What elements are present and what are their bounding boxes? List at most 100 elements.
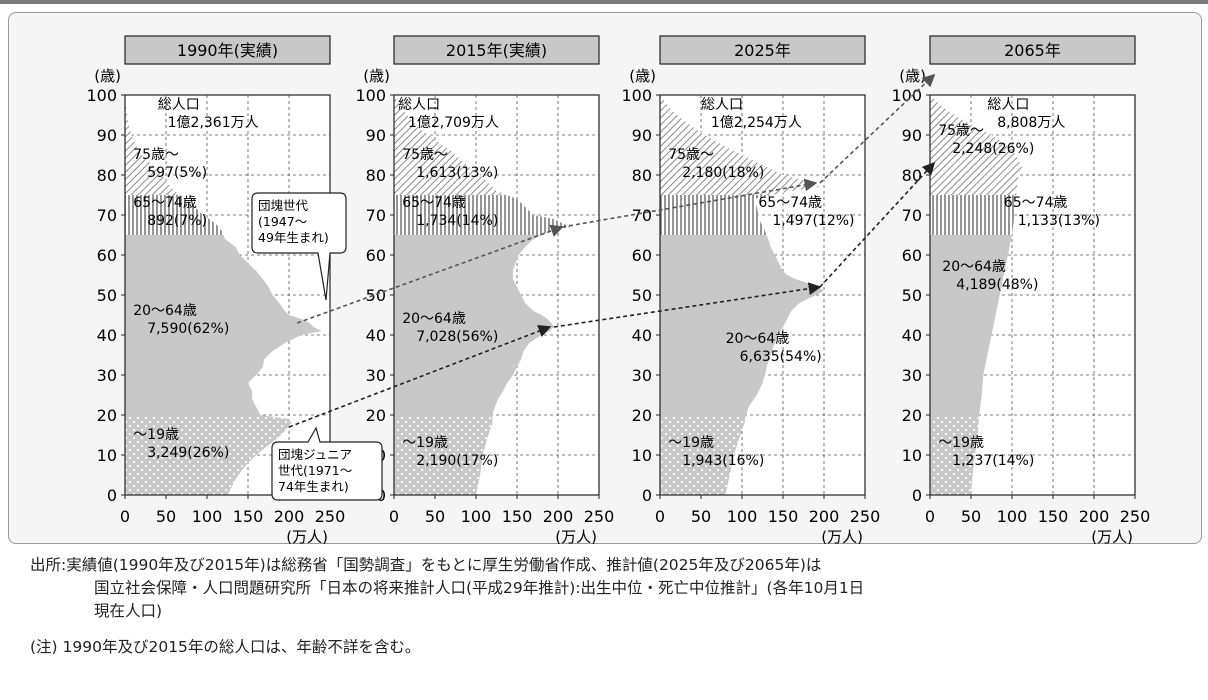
x-tick-label: 0	[925, 507, 935, 526]
chart-title-box	[659, 35, 866, 65]
age-group-name: 75歳〜	[938, 123, 984, 139]
age-group-name: 〜19歳	[938, 435, 984, 451]
age-group-value: 2,190(17%)	[416, 453, 498, 469]
chart-panel-4: 2065年 0 10 20 30 40 50 60 70 80 90 100 0 50 100 150 200 2…	[891, 35, 1151, 545]
y-tick-label: 50	[632, 286, 652, 305]
age-band-area	[660, 235, 824, 415]
y-tick-label: 40	[902, 326, 922, 345]
y-tick-label: 90	[902, 126, 922, 145]
age-group-value: 4,189(48%)	[956, 277, 1038, 293]
x-tick-label: 100	[461, 507, 492, 526]
y-tick-label: 40	[366, 326, 386, 345]
source-note: 出所:実績値(1990年及び2015年)は総務省「国勢調査」をもとに厚生労働省作…	[30, 554, 1190, 623]
age-band-area	[660, 95, 820, 195]
y-tick-label: 90	[632, 126, 652, 145]
x-tick-label: 0	[655, 507, 665, 526]
age-group-value: 1,497(12%)	[772, 213, 854, 229]
y-tick-label: 50	[366, 286, 386, 305]
age-group-name: 65〜74歳	[402, 195, 466, 211]
age-group-name: 20〜64歳	[402, 311, 466, 327]
y-tick-label: 80	[632, 166, 652, 185]
chart-panel-2: 2015年(実績)0102030405060708090100050100150…	[355, 35, 614, 545]
callout-line: (1947〜	[258, 214, 307, 229]
total-population-label: 総人口	[701, 97, 743, 113]
y-tick-label: 30	[632, 366, 652, 385]
age-group-value: 3,249(26%)	[147, 445, 229, 461]
chart-title: 2025年	[734, 41, 791, 60]
age-group-value: 1,943(16%)	[682, 453, 764, 469]
age-group-value: 1,734(14%)	[416, 213, 498, 229]
x-tick-label: 150	[768, 507, 799, 526]
y-tick-label: 100	[621, 86, 652, 105]
age-group-value: 2,248(26%)	[952, 141, 1034, 157]
dankai-arrow	[561, 178, 818, 228]
x-tick-label: 150	[1038, 507, 1069, 526]
age-band-area	[394, 415, 493, 495]
age-group-name: 65〜74歳	[758, 195, 822, 211]
y-tick-label: 80	[97, 166, 117, 185]
age-group-name: 75歳〜	[402, 147, 448, 163]
x-tick-label: 200	[809, 507, 840, 526]
dankai-arrow	[819, 73, 936, 184]
y-tick-label: 40	[632, 326, 652, 345]
x-axis-label: (万人)	[555, 528, 597, 545]
age-band-area	[125, 95, 181, 195]
x-axis-label: (万人)	[821, 528, 863, 545]
x-tick-label: 0	[389, 507, 399, 526]
x-tick-label: 250	[1120, 507, 1151, 526]
x-tick-label: 100	[997, 507, 1028, 526]
source-text: 出所:実績値(1990年及び2015年)は総務省「国勢調査」をもとに厚生労働省作…	[30, 554, 1190, 623]
chart-title: 2065年	[1004, 41, 1061, 60]
chart-title-box	[929, 35, 1136, 65]
total-population-label: 総人口	[158, 97, 200, 113]
footnote-text: (注) 1990年及び2015年の総人口は、年齢不詳を含む。	[30, 638, 421, 656]
age-band-area	[930, 235, 1012, 415]
x-tick-label: 150	[233, 507, 264, 526]
y-tick-label: 20	[632, 406, 652, 425]
age-group-name: 20〜64歳	[942, 259, 1006, 275]
age-group-name: 〜19歳	[133, 427, 179, 443]
x-tick-label: 250	[315, 507, 346, 526]
age-group-name: 75歳〜	[133, 147, 179, 163]
total-population-label: 総人口	[398, 97, 440, 113]
x-axis-label: (万人)	[1091, 528, 1133, 545]
x-axis-label: (万人)	[286, 528, 328, 545]
x-tick-label: 100	[192, 507, 223, 526]
y-tick-label: 90	[366, 126, 386, 145]
y-tick-label: 30	[902, 366, 922, 385]
callout-line: 74年生まれ)	[278, 479, 349, 494]
y-tick-label: 50	[902, 286, 922, 305]
y-tick-label: 90	[97, 126, 117, 145]
callout-line: 団塊世代	[258, 198, 309, 213]
source-line-2: 国立社会保障・人口問題研究所「日本の将来推計人口(平成29年推計):出生中位・死…	[94, 579, 865, 597]
y-tick-label: 10	[902, 446, 922, 465]
x-tick-label: 250	[850, 507, 881, 526]
dankai-jr-arrow	[819, 161, 936, 288]
y-tick-label: 60	[632, 246, 652, 265]
age-group-value: 7,590(62%)	[147, 321, 229, 337]
y-tick-label: 0	[912, 486, 922, 505]
y-axis-label: (歳)	[629, 67, 656, 85]
age-group-name: 〜19歳	[402, 435, 448, 451]
source-line-1: 出所:実績値(1990年及び2015年)は総務省「国勢調査」をもとに厚生労働省作…	[30, 556, 822, 574]
x-tick-label: 200	[543, 507, 574, 526]
x-tick-label: 50	[425, 507, 445, 526]
x-tick-label: 0	[120, 507, 130, 526]
age-group-name: 20〜64歳	[726, 331, 790, 347]
y-tick-label: 10	[97, 446, 117, 465]
callout-box	[271, 426, 383, 501]
chart-title-box	[393, 35, 600, 65]
y-tick-label: 70	[902, 206, 922, 225]
y-tick-label: 100	[86, 86, 117, 105]
age-band-area	[930, 415, 980, 495]
age-group-value: 597(5%)	[147, 165, 207, 181]
dankai-arrow	[296, 224, 564, 324]
y-tick-label: 30	[366, 366, 386, 385]
top-rule	[0, 0, 1208, 4]
dankai-callout: 団塊世代(1947〜49年生まれ)	[251, 192, 347, 301]
y-tick-label: 70	[632, 206, 652, 225]
age-group-value: 6,635(54%)	[740, 349, 822, 365]
age-group-value: 7,028(56%)	[416, 329, 498, 345]
